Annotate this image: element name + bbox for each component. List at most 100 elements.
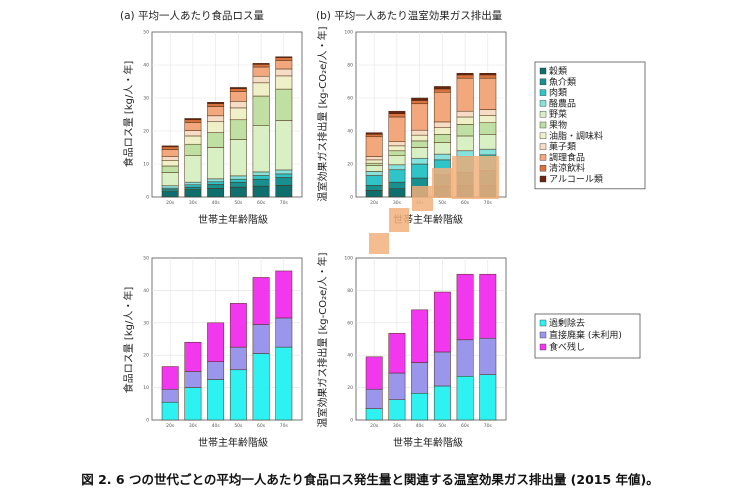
x-tick-label: 20s — [166, 200, 175, 206]
bar-segment — [411, 177, 429, 188]
bar-segment — [161, 189, 179, 192]
bar-segment — [365, 159, 383, 164]
bar-segment — [388, 333, 406, 374]
y-tick-label: 40 — [143, 288, 149, 294]
legend-label: 直接廃棄 (未利用) — [549, 329, 622, 341]
bar-segment — [207, 188, 225, 198]
bar-segment — [388, 141, 406, 147]
bar-segment — [207, 115, 225, 123]
y-tick-label: 20 — [143, 353, 149, 359]
bar-segment — [252, 82, 270, 97]
legend-swatch — [539, 67, 547, 75]
y-tick-label: 50 — [143, 256, 149, 262]
y-tick-label: 0 — [350, 418, 353, 424]
xlabel-a-top: 世帯主年齢階級 — [198, 213, 268, 226]
bar-segment — [275, 60, 293, 70]
bar-segment — [456, 150, 474, 157]
x-tick-label: 70s — [280, 423, 289, 429]
x-tick-label: 30s — [393, 423, 402, 429]
y-tick-label: 40 — [347, 129, 353, 135]
legend-label: 食べ残し — [549, 341, 585, 353]
bar-segment — [252, 75, 270, 84]
bar-segment — [456, 124, 474, 137]
bar-segment — [388, 164, 406, 171]
bar-segment — [388, 372, 406, 400]
bar-segment — [479, 134, 497, 150]
bar-segment — [388, 110, 406, 114]
bar-segment — [207, 132, 225, 148]
bar-segment — [275, 68, 293, 77]
x-tick-label: 70s — [484, 200, 493, 206]
bar-segment — [229, 107, 247, 121]
y-tick-label: 60 — [347, 96, 353, 102]
bar-segment — [479, 109, 497, 116]
bar-segment — [275, 173, 293, 178]
bar-segment — [433, 91, 451, 123]
legend-label: 野菜 — [549, 108, 567, 120]
legend-swatch — [539, 89, 547, 96]
bar-segment — [411, 163, 429, 179]
bar-segment — [456, 273, 474, 341]
legend-swatch — [539, 100, 547, 107]
bar-segment — [207, 121, 225, 133]
bar-segment — [411, 129, 429, 136]
x-tick-label: 20s — [370, 423, 379, 429]
bar-segment — [161, 149, 179, 157]
legend-swatch — [539, 110, 547, 118]
bar-segment — [365, 156, 383, 161]
y-tick-label: 40 — [143, 63, 149, 69]
bar-segment — [433, 88, 451, 93]
legend-swatch — [539, 132, 547, 140]
legend-swatch — [539, 143, 547, 150]
bar-segment — [184, 387, 202, 421]
ylabel-a-top: 食品ロス量 [kg/人・年] — [122, 61, 135, 168]
legend-label: 酪農品 — [549, 97, 576, 109]
legend-swatch — [539, 331, 547, 339]
chart-food-loss-by-type: 0 10 20 30 40 50 20s 30s 40s 50s 60s 70s — [143, 256, 303, 429]
bar-segment — [433, 127, 451, 135]
bar-segment — [229, 175, 247, 180]
bar-segment — [365, 162, 383, 166]
bar-segment — [229, 139, 247, 177]
x-tick-label: 50s — [234, 423, 243, 429]
bar-segment — [365, 388, 383, 409]
bar-segment — [229, 181, 247, 188]
bar-segment — [229, 186, 247, 198]
x-tick-label: 50s — [438, 423, 447, 429]
bar-segment — [207, 379, 225, 421]
bar-segment — [252, 178, 270, 187]
bar-segment — [388, 155, 406, 166]
bar-segment — [388, 181, 406, 189]
bar-segment — [161, 156, 179, 161]
bar-segment — [207, 106, 225, 117]
x-tick-label: 60s — [461, 200, 470, 206]
bar-segment — [161, 172, 179, 187]
bar-segment — [252, 64, 270, 68]
bar-segment — [275, 169, 293, 175]
bar-segment — [479, 148, 497, 156]
bar-segment — [388, 169, 406, 183]
bar-segment — [456, 135, 474, 152]
xlabel-a-bottom: 世帯主年齢階級 — [198, 436, 268, 449]
bar-segment — [456, 339, 474, 377]
bar-segment — [275, 57, 293, 61]
bar-segment — [433, 291, 451, 353]
bar-segment — [161, 366, 179, 390]
bar-segment — [184, 135, 202, 145]
ylabel-b-bottom: 温室効果ガス排出量 [kg-CO₂e/人・年] — [316, 252, 329, 427]
y-tick-label: 30 — [143, 96, 149, 102]
chart-food-loss-by-item: 0 10 20 30 40 50 20s 30s 40s 50s 60s 70s — [143, 30, 303, 206]
ylabel-b-top: 温室効果ガス排出量 [kg-CO₂e/人・年] — [316, 26, 329, 201]
bar-segment — [252, 175, 270, 180]
x-tick-label: 70s — [280, 200, 289, 206]
bar-segment — [411, 157, 429, 165]
bar-segment — [229, 88, 247, 92]
bar-segment — [252, 353, 270, 421]
bar-segment — [229, 101, 247, 109]
bar-segment — [365, 136, 383, 157]
y-tick-label: 0 — [350, 195, 353, 201]
bar-segment — [161, 185, 179, 189]
x-tick-label: 20s — [166, 423, 175, 429]
bar-segment — [479, 73, 497, 76]
